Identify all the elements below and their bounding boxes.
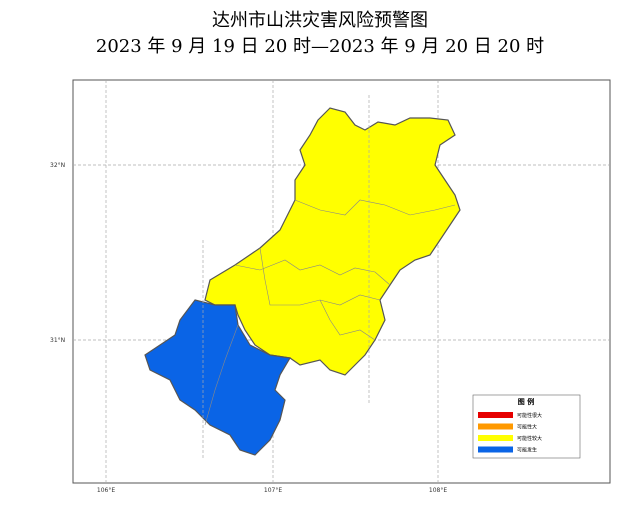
- legend-label: 可能发生: [517, 447, 537, 454]
- legend-label: 可能性很大: [517, 412, 542, 419]
- legend-swatch: [478, 423, 513, 430]
- latitude-label: 31°N: [50, 337, 65, 344]
- legend-swatch: [478, 412, 513, 418]
- legend-title: 图 例: [518, 397, 534, 406]
- map-subtitle: 2023 年 9 月 19 日 20 时—2023 年 9 月 20 日 20 …: [96, 36, 544, 57]
- map-title: 达州市山洪灾害风险预警图: [212, 10, 428, 31]
- legend-swatch: [478, 435, 513, 441]
- county-borders: [204, 199, 456, 426]
- legend-label: 可能性较大: [517, 435, 542, 442]
- legend-label: 可能性大: [517, 424, 537, 431]
- longitude-label: 108°E: [429, 487, 447, 494]
- latitude-label: 32°N: [50, 162, 65, 169]
- longitude-label: 107°E: [264, 487, 282, 494]
- legend-swatch: [478, 446, 513, 453]
- region-southwest: [144, 299, 291, 456]
- longitude-label: 106°E: [97, 487, 115, 494]
